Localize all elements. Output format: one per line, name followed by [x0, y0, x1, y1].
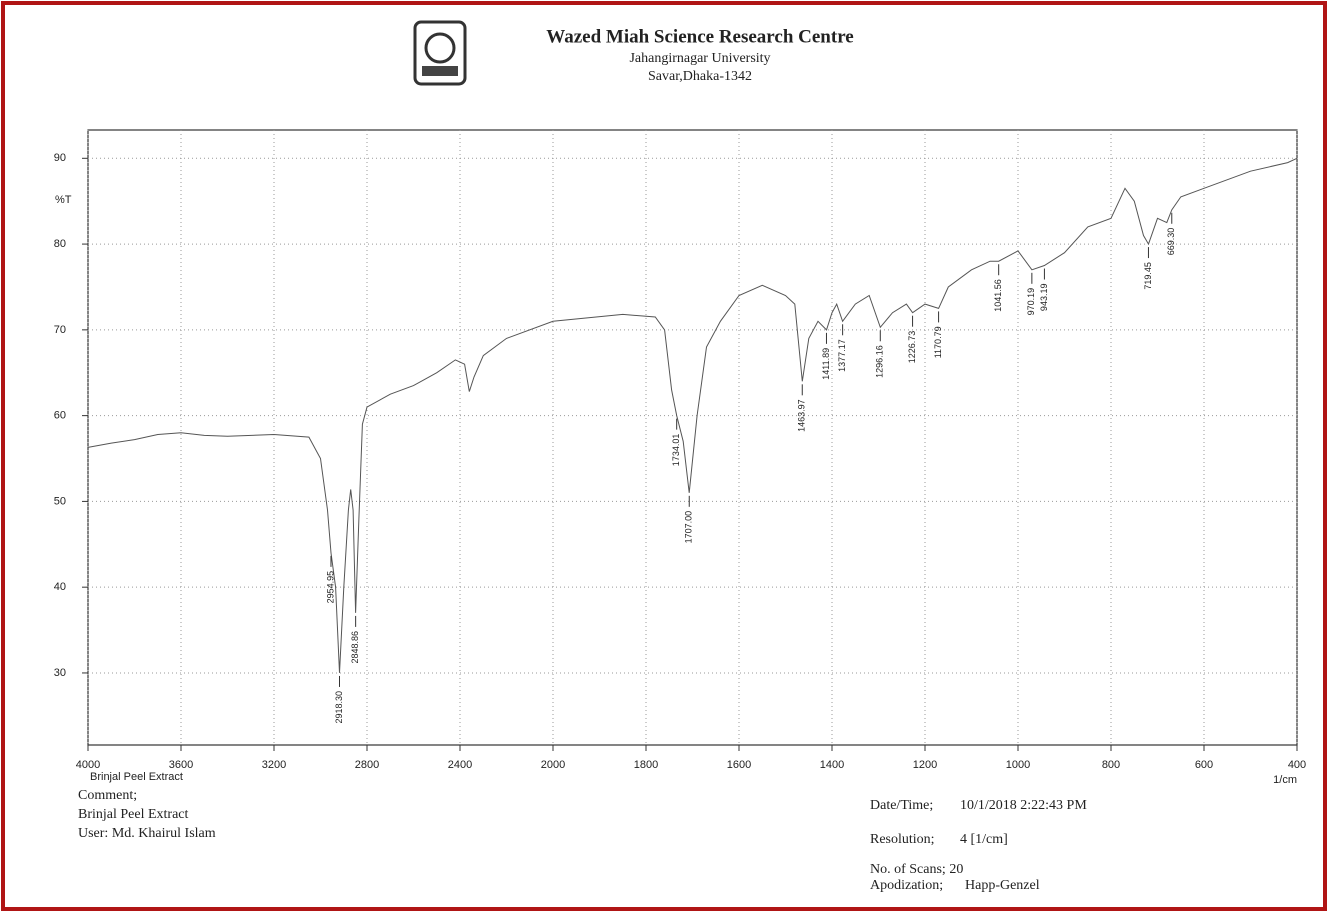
spectrum-line	[87, 157, 1298, 673]
peak-label: 1226.73	[907, 331, 917, 364]
peak-label: 1463.97	[797, 399, 807, 432]
y-tick-label: 80	[54, 238, 66, 250]
subtitle: Jahangirnagar University	[629, 51, 770, 66]
footer-text: Resolution;	[870, 832, 935, 847]
x-tick-label: 800	[1102, 759, 1120, 771]
footer-text: Brinjal Peel Extract	[78, 807, 189, 822]
x-tick-label: 400	[1288, 759, 1306, 771]
x-tick-label: 600	[1195, 759, 1213, 771]
footer-text: No. of Scans; 20	[870, 862, 963, 877]
x-tick-label: 1800	[634, 759, 658, 771]
x-tick-label: 3600	[169, 759, 193, 771]
y-axis-label: %T	[55, 194, 72, 206]
x-tick-label: 1400	[820, 759, 844, 771]
peak-label: 2954.95	[325, 571, 335, 604]
x-axis-label: 1/cm	[1273, 774, 1297, 786]
plot-frame	[87, 129, 1298, 746]
x-tick-label: 1600	[727, 759, 751, 771]
logo	[413, 20, 467, 86]
peak-label: 1296.16	[875, 345, 885, 378]
peak-label: 943.19	[1039, 284, 1049, 312]
footer-text: Happ-Genzel	[965, 878, 1040, 893]
sample-label: Brinjal Peel Extract	[90, 771, 183, 783]
x-tick-label: 1200	[913, 759, 937, 771]
y-tick-label: 70	[54, 324, 66, 336]
footer-text: Apodization;	[870, 878, 943, 893]
y-tick-label: 30	[54, 667, 66, 679]
y-tick-label: 90	[54, 152, 66, 164]
subtitle: Savar,Dhaka-1342	[648, 69, 752, 84]
footer-text: Comment;	[78, 788, 137, 803]
footer-text: 4 [1/cm]	[960, 832, 1008, 847]
peak-label: 669.30	[1166, 228, 1176, 256]
x-tick-label: 2000	[541, 759, 565, 771]
x-tick-label: 4000	[76, 759, 100, 771]
footer-text: User: Md. Khairul Islam	[78, 826, 216, 841]
peak-label: 970.19	[1026, 288, 1036, 316]
peak-label: 719.45	[1143, 262, 1153, 290]
footer-text: 10/1/2018 2:22:43 PM	[960, 798, 1087, 813]
x-tick-label: 2400	[448, 759, 472, 771]
peak-label: 1377.17	[837, 339, 847, 372]
footer-text: Date/Time;	[870, 798, 933, 813]
x-tick-label: 3200	[262, 759, 286, 771]
peak-label: 1041.56	[993, 279, 1003, 312]
peak-label: 1707.00	[684, 511, 694, 544]
x-tick-label: 2800	[355, 759, 379, 771]
peak-label: 2848.86	[350, 631, 360, 664]
peak-label: 2918.30	[334, 691, 344, 724]
y-tick-label: 50	[54, 495, 66, 507]
peak-label: 1411.89	[821, 348, 831, 380]
y-tick-label: 40	[54, 581, 66, 593]
peak-label: 1170.79	[933, 326, 943, 358]
y-tick-label: 60	[54, 410, 66, 422]
title: Wazed Miah Science Research Centre	[546, 26, 853, 47]
peak-label: 1734.01	[671, 434, 681, 467]
x-tick-label: 1000	[1006, 759, 1030, 771]
